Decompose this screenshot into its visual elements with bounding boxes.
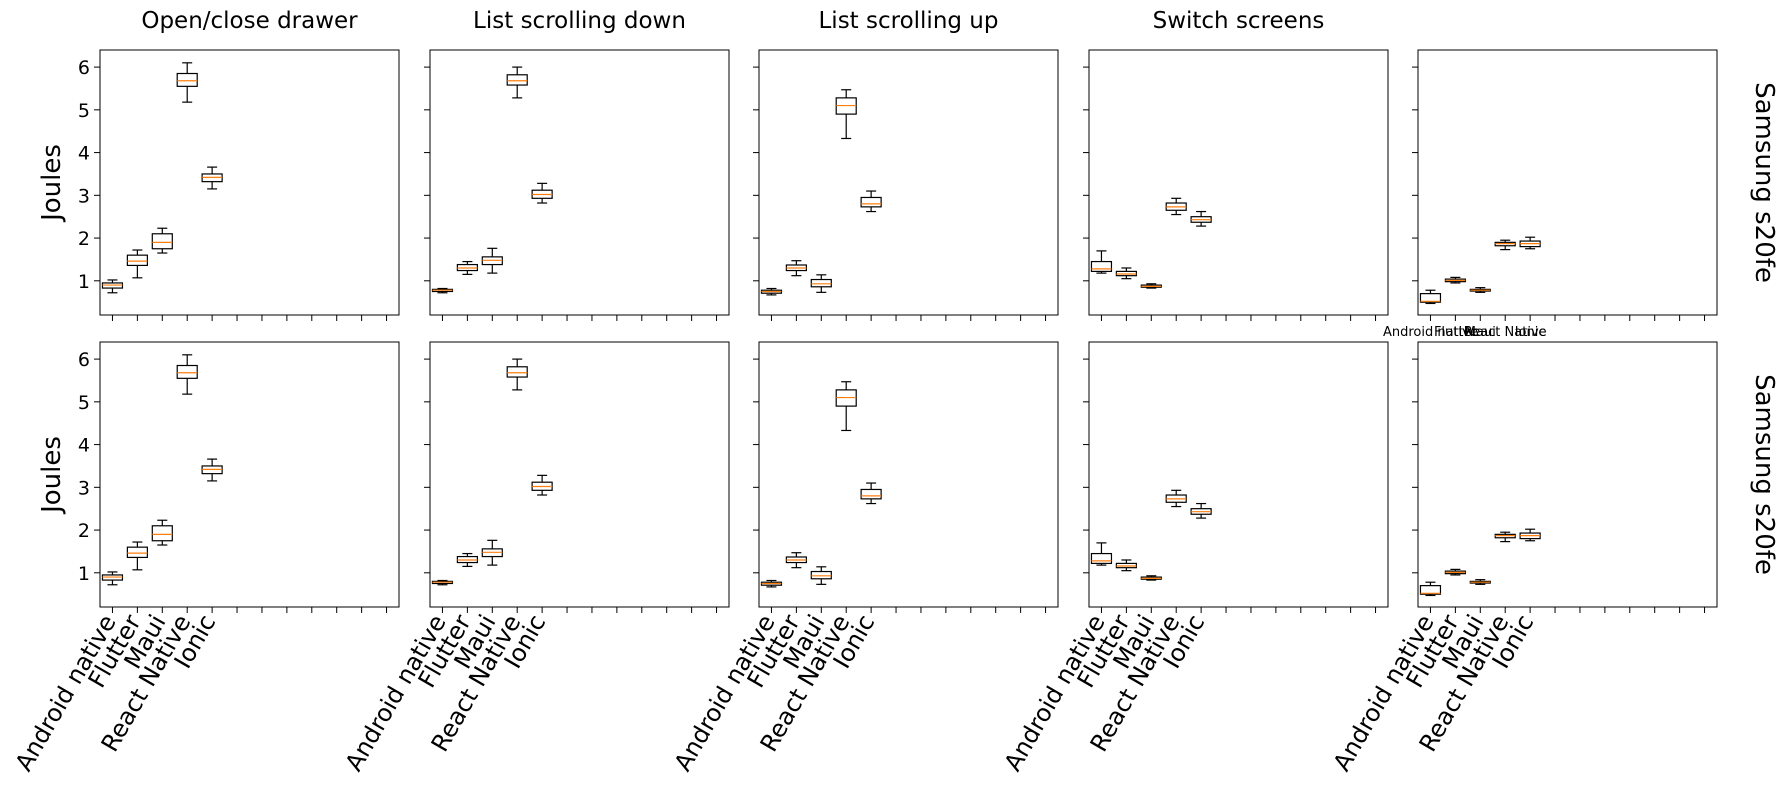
- x-tick-label: Android native: [669, 610, 781, 776]
- y-tick-label: 3: [78, 477, 90, 499]
- axes-frame: [99, 341, 400, 608]
- y-tick-label: 5: [78, 100, 90, 122]
- y-tick-label: 5: [78, 392, 90, 414]
- box-maui: [151, 233, 173, 250]
- axes-frame: [1088, 341, 1389, 608]
- x-tick-label: Android native: [1328, 610, 1440, 776]
- axes-frame: [758, 341, 1059, 608]
- box-react-native: [506, 74, 528, 86]
- box-react-native: [176, 364, 198, 379]
- y-tick-label: 6: [78, 349, 90, 371]
- box-maui: [810, 278, 832, 288]
- y-tick-label: 4: [78, 435, 90, 457]
- box-android-native: [1090, 552, 1113, 565]
- axes-frame: [1417, 49, 1718, 316]
- overlap-tick-label: Flutter: [1434, 325, 1478, 340]
- box-react-native: [506, 366, 528, 378]
- x-tick-label: Android native: [999, 610, 1111, 776]
- box-react-native: [176, 72, 198, 87]
- column-title: Open/close drawer: [141, 8, 358, 34]
- row-label: Samsung s20fe: [1749, 82, 1779, 283]
- overlap-tick-label: Android native: [1383, 325, 1478, 340]
- row-label: Samsung s20fe: [1749, 374, 1779, 575]
- axes-frame: [429, 49, 730, 316]
- axes-frame: [429, 341, 730, 608]
- x-tick-label: Android native: [10, 610, 122, 776]
- y-axis-label: Joules: [37, 144, 67, 223]
- y-tick-label: 4: [78, 143, 90, 165]
- x-tick-label: Android native: [340, 610, 452, 776]
- axes-frame: [758, 49, 1059, 316]
- box-ionic: [860, 196, 882, 208]
- box-android-native: [1419, 293, 1442, 303]
- overlap-tick-label: React Native: [1464, 325, 1547, 340]
- box-flutter: [126, 546, 148, 559]
- column-title: List scrolling down: [473, 8, 686, 34]
- axes-frame: [99, 49, 400, 316]
- box-android-native: [1090, 260, 1113, 273]
- axes-frame: [1088, 49, 1389, 316]
- y-tick-label: 2: [78, 520, 90, 542]
- y-axis-label: Joules: [37, 436, 67, 515]
- y-tick-label: 3: [78, 185, 90, 207]
- column-title: List scrolling up: [818, 8, 998, 34]
- box-flutter: [126, 254, 148, 267]
- y-tick-label: 2: [78, 228, 90, 250]
- axes-frame: [1417, 341, 1718, 608]
- box-ionic: [860, 488, 882, 500]
- box-maui: [810, 570, 832, 580]
- box-android-native: [1419, 585, 1442, 595]
- overlap-tick-label: Maui: [1465, 325, 1496, 340]
- y-tick-label: 1: [78, 563, 90, 585]
- y-tick-label: 6: [78, 57, 90, 79]
- column-title: Switch screens: [1153, 8, 1325, 34]
- y-tick-label: 1: [78, 271, 90, 293]
- overlap-tick-label: Ionic: [1515, 325, 1546, 340]
- box-maui: [151, 525, 173, 542]
